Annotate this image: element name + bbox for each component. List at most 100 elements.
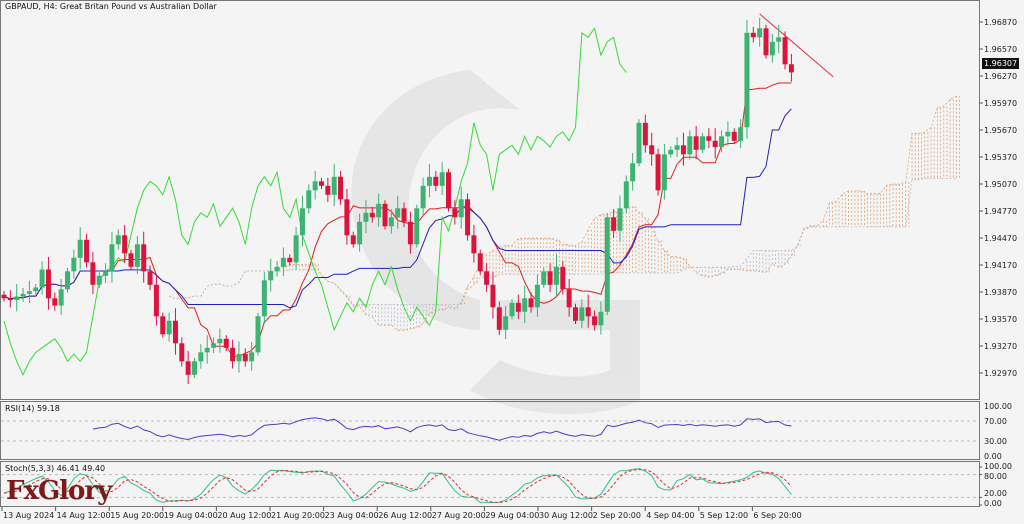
bull-candle xyxy=(623,181,629,209)
rsi-line xyxy=(92,417,792,441)
bear-candle xyxy=(547,271,553,285)
bull-candle xyxy=(204,347,210,353)
chart-title: GBPAUD, H4: Great Britan Pound vs Austra… xyxy=(5,2,217,11)
current-price-tag: 1.96307 xyxy=(982,58,1020,69)
time-tick-label: 6 Sep 20:00 xyxy=(753,511,801,520)
price-tick-label: 1.96570 xyxy=(984,45,1017,54)
price-tick-label: 1.96870 xyxy=(984,18,1017,27)
bull-candle xyxy=(115,235,121,245)
bear-candle xyxy=(477,253,483,272)
price-tick-label: 1.96270 xyxy=(984,72,1017,81)
bull-candle xyxy=(376,203,382,218)
bear-candle xyxy=(496,307,502,330)
bull-candle xyxy=(33,287,39,292)
bull-candle xyxy=(509,302,515,317)
bull-candle xyxy=(744,32,750,128)
price-tick-label: 1.93270 xyxy=(984,342,1017,351)
bull-candle xyxy=(395,208,401,218)
bear-candle xyxy=(592,316,598,326)
bull-candle xyxy=(217,338,223,344)
bear-candle xyxy=(179,343,185,362)
bear-candle xyxy=(788,64,794,73)
bear-candle xyxy=(585,307,591,317)
bear-candle xyxy=(338,176,344,200)
rsi-panel: 100.00 70.00 30.00 0.00 xyxy=(1,402,1012,461)
bear-candle xyxy=(642,122,648,146)
stoch-tick-label: 20.00 xyxy=(984,489,1007,498)
bear-candle xyxy=(560,266,566,290)
ichimoku-lines xyxy=(3,13,834,376)
bear-candle xyxy=(325,185,331,195)
bull-candle xyxy=(109,244,115,272)
bear-candle xyxy=(573,307,578,321)
stoch-tick-label: 80.00 xyxy=(984,472,1007,481)
bear-candle xyxy=(230,347,236,362)
bull-candle xyxy=(274,266,280,272)
stoch-tick-label: 100.00 xyxy=(984,462,1012,471)
bull-candle xyxy=(26,291,32,294)
bull-candle xyxy=(103,271,109,276)
bear-candle xyxy=(153,284,159,317)
bear-candle xyxy=(128,253,134,267)
bull-candle xyxy=(211,343,217,348)
bear-candle xyxy=(484,271,490,285)
bull-candle xyxy=(553,266,559,285)
rsi-tick-label: 100.00 xyxy=(984,402,1012,411)
time-tick-label: 21 Aug 20:00 xyxy=(271,511,325,520)
stoch-tick-label: 0.00 xyxy=(984,499,1002,508)
bull-candle xyxy=(687,136,693,155)
bull-candle xyxy=(299,208,305,236)
bear-candle xyxy=(566,289,572,308)
bear-candle xyxy=(401,208,407,222)
bear-candle xyxy=(693,136,699,150)
bull-candle xyxy=(579,307,585,321)
bull-candle xyxy=(617,208,623,231)
bear-candle xyxy=(680,145,686,155)
bear-candle xyxy=(649,145,655,155)
bear-candle xyxy=(782,37,788,65)
bear-candle xyxy=(490,284,496,308)
time-tick-label: 4 Sep 04:00 xyxy=(646,511,694,520)
time-tick-label: 29 Aug 04:00 xyxy=(485,511,539,520)
bull-candle xyxy=(331,176,337,195)
bear-candle xyxy=(433,176,439,186)
bull-candle xyxy=(280,257,286,267)
bull-candle xyxy=(20,293,26,297)
bear-candle xyxy=(465,199,471,236)
bear-candle xyxy=(350,235,356,245)
bull-candle xyxy=(636,122,642,164)
bull-candle xyxy=(630,163,636,182)
stoch-label: Stoch(5,3,3) 46.41 49.40 xyxy=(5,464,106,473)
axes: 1.96870 1.96570 1.96270 1.95970 1.95670 1.953… xyxy=(1,18,1017,520)
bull-candle xyxy=(700,136,705,150)
bear-candle xyxy=(45,269,51,299)
price-tick-label: 1.94770 xyxy=(984,207,1017,216)
time-tick-label: 19 Aug 04:00 xyxy=(164,511,218,520)
bull-candle xyxy=(166,320,172,335)
bear-candle xyxy=(1,294,7,299)
time-tick-label: 30 Aug 12:00 xyxy=(539,511,593,520)
bull-candle xyxy=(598,311,604,326)
rsi-label: RSI(14) 59.18 xyxy=(5,404,60,413)
bear-candle xyxy=(287,257,293,263)
price-tick-label: 1.93870 xyxy=(984,288,1017,297)
bull-candle xyxy=(388,217,394,227)
watermark-logo xyxy=(351,70,640,414)
bull-candle xyxy=(604,217,610,312)
bull-candle xyxy=(306,190,312,209)
kijun-sen-line xyxy=(3,108,792,309)
bull-candle xyxy=(503,316,509,330)
panel-frames xyxy=(0,0,980,507)
bull-candle xyxy=(757,28,763,38)
rsi-tick-label: 30.00 xyxy=(984,437,1007,446)
bull-candle xyxy=(39,269,45,288)
stoch-main-line xyxy=(3,468,792,504)
rsi-tick-label: 0.00 xyxy=(984,452,1002,461)
bear-candle xyxy=(172,320,178,344)
bull-candle xyxy=(668,149,674,155)
bear-candle xyxy=(319,181,324,186)
price-tick-label: 1.94470 xyxy=(984,234,1017,243)
bull-candle xyxy=(414,208,420,245)
time-tick-label: 5 Sep 12:00 xyxy=(700,511,748,520)
